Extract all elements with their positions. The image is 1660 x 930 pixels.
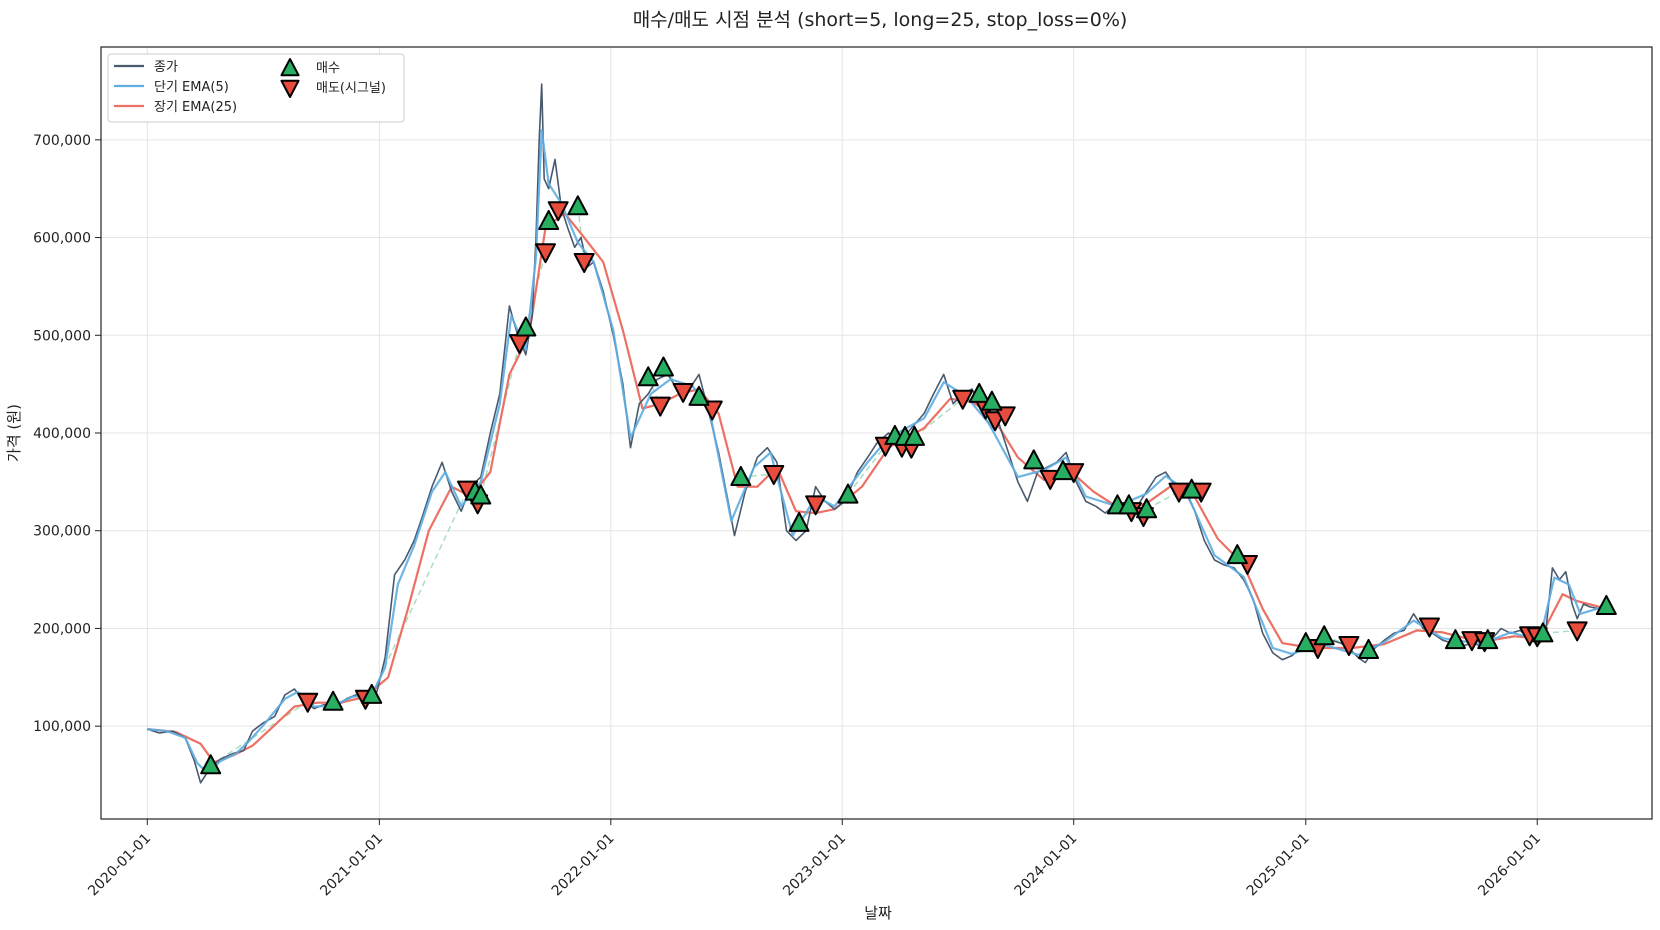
trade-link <box>847 445 886 496</box>
buy-marker <box>1118 494 1140 515</box>
y-tick-label: 300,000 <box>33 524 91 540</box>
buy-marker <box>1313 625 1335 646</box>
sell-marker <box>805 495 827 516</box>
buy-marker <box>200 754 222 775</box>
buy-marker <box>788 511 810 532</box>
sell-marker <box>952 389 974 410</box>
sell-marker <box>297 692 319 713</box>
buy-marker <box>1444 629 1466 650</box>
buy-marker <box>515 316 537 337</box>
sell-marker <box>763 465 785 486</box>
buy-marker <box>567 195 589 216</box>
buy-marker <box>1181 478 1203 499</box>
legend-swatch-sell <box>280 79 300 98</box>
sell-marker <box>535 243 557 264</box>
legend-label: 매도(시그널) <box>316 81 386 96</box>
sell-marker <box>701 400 723 421</box>
buy-marker <box>1052 460 1074 481</box>
buy-marker <box>538 209 560 230</box>
buy-marker <box>637 366 659 387</box>
grid <box>101 47 1652 819</box>
y-tick-label: 400,000 <box>33 426 91 442</box>
buy-marker <box>322 690 344 711</box>
buy-marker <box>1226 544 1248 565</box>
buy-marker <box>361 683 383 704</box>
legend-box <box>107 53 405 123</box>
sell-marker <box>649 396 671 417</box>
y-axis-title: 가격 (원) <box>5 404 23 462</box>
trade-link <box>914 398 964 438</box>
trade-link <box>1146 490 1180 510</box>
buy-marker <box>1295 632 1317 653</box>
legend-label: 단기 EMA(5) <box>154 80 229 95</box>
sell-marker <box>1566 621 1588 642</box>
buy-marker <box>968 382 990 403</box>
legend-label: 종가 <box>154 60 178 75</box>
buy-marker <box>652 356 674 377</box>
y-tick-label: 700,000 <box>33 133 91 149</box>
x-axis-title: 날짜 <box>864 904 892 922</box>
trade-link <box>371 489 469 696</box>
y-tick-label: 100,000 <box>33 719 91 735</box>
y-tick-label: 200,000 <box>33 621 91 637</box>
legend-swatch-buy <box>280 58 300 77</box>
y-tick-label: 500,000 <box>33 328 91 344</box>
y-axis: 100,000 200,000 300,000 400,000 500,000 600,0… <box>33 133 101 735</box>
chart-title: 매수/매도 시점 분석 (short=5, long=25, stop_loss… <box>633 9 1128 31</box>
sell-marker <box>547 201 569 222</box>
buy-marker <box>1358 638 1380 659</box>
buy-marker <box>1477 629 1499 650</box>
buy-marker <box>837 483 859 504</box>
sell-marker <box>573 252 595 273</box>
buy-marker <box>470 484 492 505</box>
sell-marker <box>1418 617 1440 638</box>
buy-marker <box>904 425 926 446</box>
legend-label: 매수 <box>316 61 340 76</box>
buy-marker <box>1595 594 1617 615</box>
buy-marker <box>688 385 710 406</box>
sell-marker <box>994 406 1016 427</box>
buy-marker <box>1136 498 1158 519</box>
sell-marker <box>1338 636 1360 657</box>
sell-marker <box>672 382 694 403</box>
legend-label: 장기 EMA(25) <box>154 100 237 115</box>
signal-markers <box>200 195 1617 775</box>
buy-marker <box>981 390 1003 411</box>
buy-marker <box>730 465 752 486</box>
y-tick-label: 600,000 <box>33 231 91 247</box>
buy-marker <box>1023 449 1045 470</box>
buy-marker <box>1532 622 1554 643</box>
